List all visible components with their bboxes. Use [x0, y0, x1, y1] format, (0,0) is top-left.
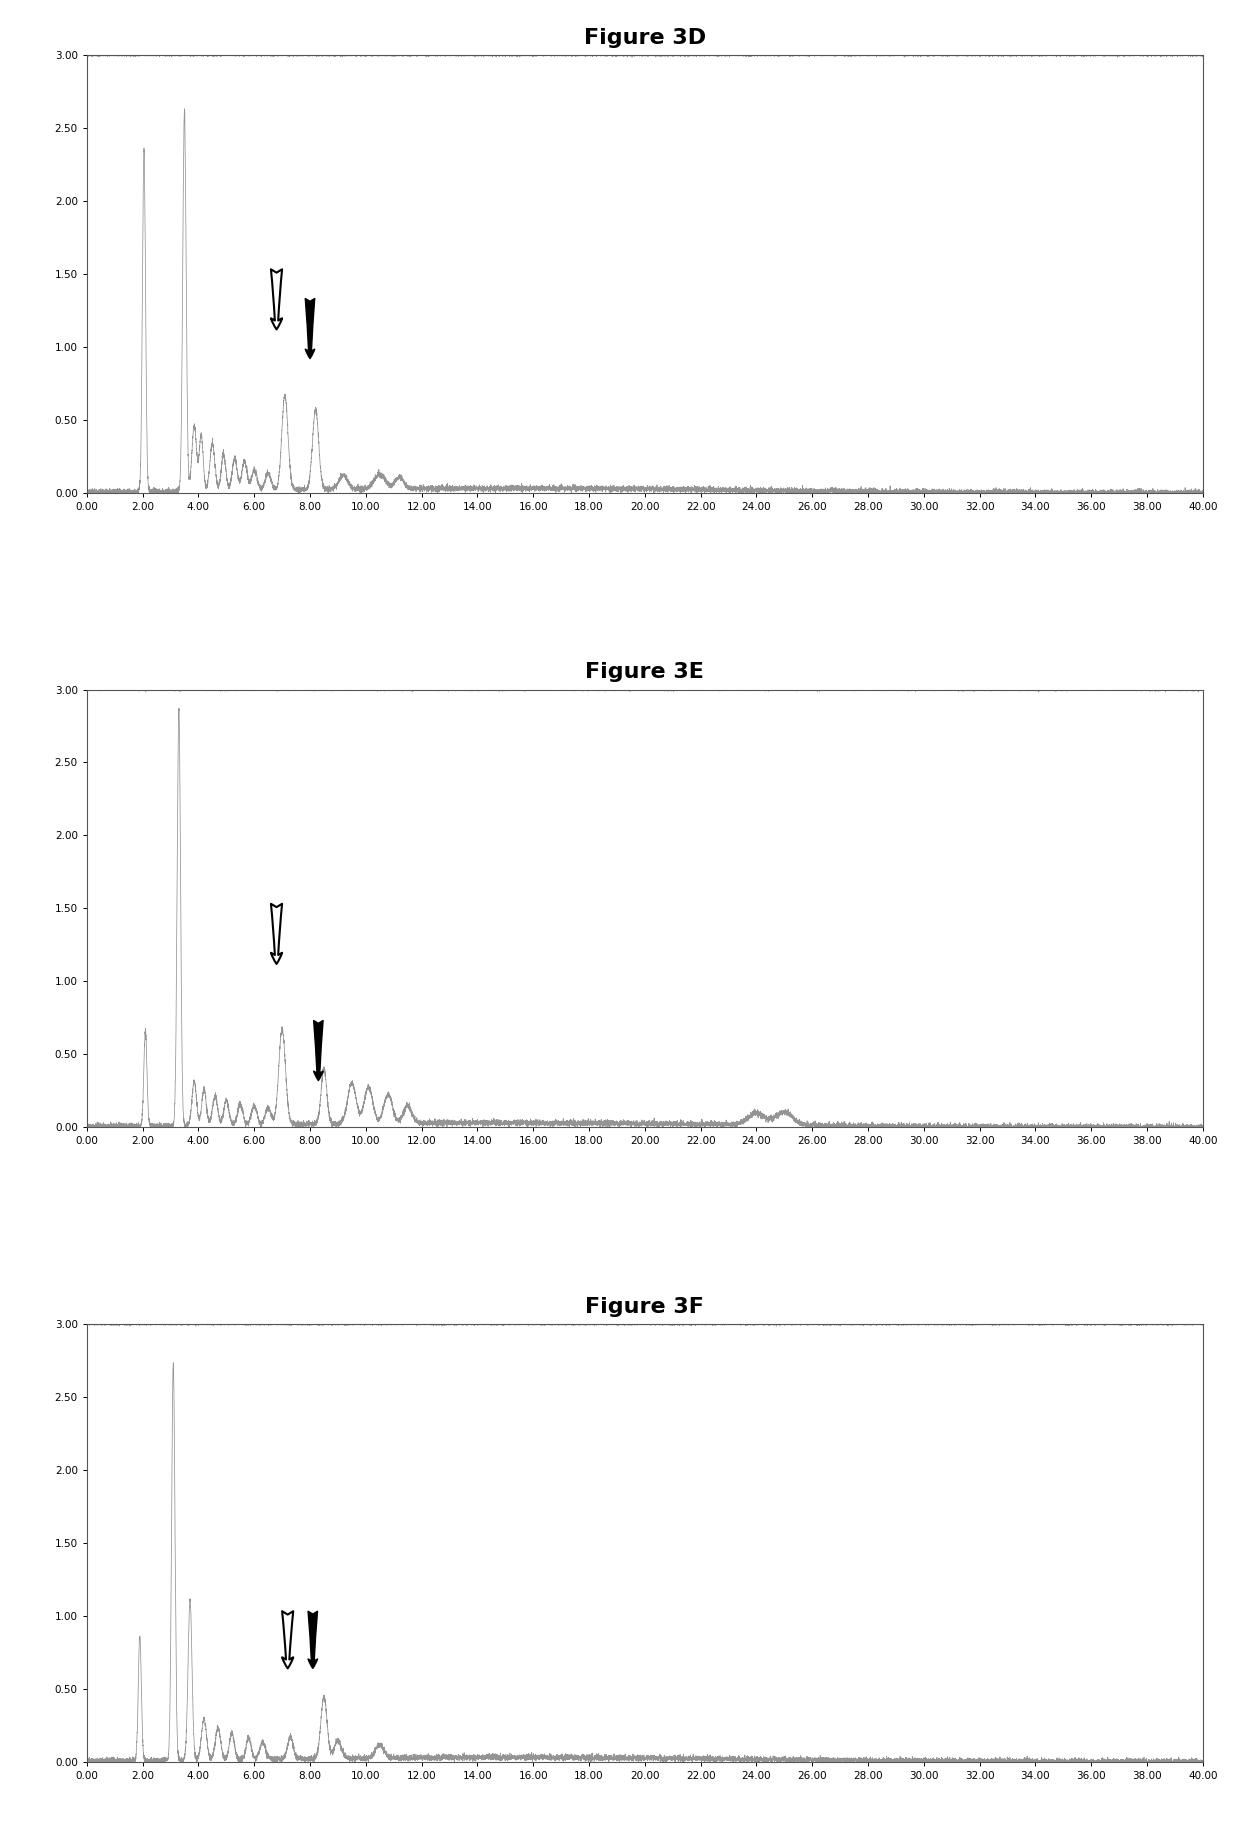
Title: Figure 3F: Figure 3F — [585, 1297, 704, 1318]
Title: Figure 3D: Figure 3D — [584, 28, 706, 48]
Title: Figure 3E: Figure 3E — [585, 662, 704, 683]
